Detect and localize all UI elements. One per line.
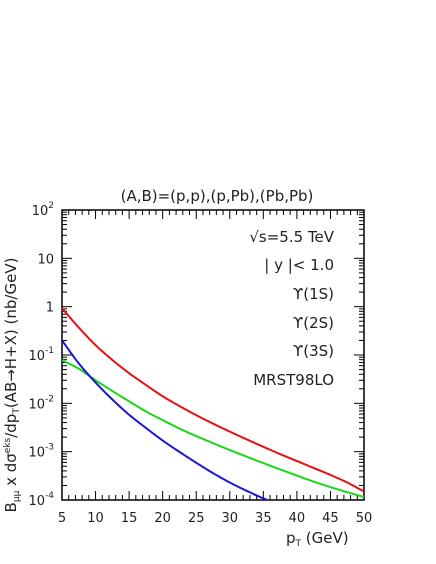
- legend-upsilon-2s: ϒ(2S): [293, 314, 334, 332]
- x-tick-label: 5: [58, 511, 66, 526]
- y-tick-exponent: -3: [45, 443, 54, 453]
- x-tick-label: 15: [121, 511, 138, 526]
- y-tick-label: 10: [37, 252, 54, 267]
- y-tick-base: 10: [28, 446, 45, 461]
- x-tick-label: 50: [356, 511, 373, 526]
- x-axis-label: pT (GeV): [286, 529, 349, 549]
- series-layer: [62, 307, 364, 500]
- x-tick-label: 25: [188, 511, 205, 526]
- annotation-rapidity: | y |< 1.0: [264, 256, 334, 274]
- y-tick-label: 102: [32, 201, 54, 219]
- x-tick-label: 35: [255, 511, 272, 526]
- y-tick-base: 10: [28, 494, 45, 509]
- y-axis-label: Bμμ x dσeks/dpT(AB→H+X) (nb/GeV): [2, 258, 22, 513]
- series-line-1: [62, 307, 364, 493]
- x-axis-label-unit: (GeV): [301, 529, 349, 547]
- plot-area: [61, 209, 365, 501]
- y-tick-exponent: -2: [45, 394, 54, 404]
- legend-upsilon-1s: ϒ(1S): [293, 285, 334, 303]
- y-tick-exponent: -4: [45, 491, 54, 501]
- x-axis-label-p: p: [286, 529, 296, 547]
- axis-ticks: [61, 209, 365, 501]
- x-axis-label-sub: T: [295, 539, 302, 549]
- annotation-pdf-set: MRST98LO: [253, 371, 334, 389]
- y-axis-label-group: Bμμ x dσeks/dpT(AB→H+X) (nb/GeV): [2, 258, 22, 513]
- x-tick-label: 30: [222, 511, 239, 526]
- y-tick-exponent: 2: [48, 201, 54, 211]
- y-tick-label: 10-3: [28, 443, 54, 461]
- y-tick-base: 10: [37, 252, 54, 267]
- chart-title: (A,B)=(p,p),(p,Pb),(Pb,Pb): [121, 187, 314, 205]
- y-tick-base: 10: [28, 349, 45, 364]
- x-tick-label: 10: [87, 511, 104, 526]
- y-tick-label: 10-1: [28, 346, 54, 364]
- y-tick-label: 10-2: [28, 394, 54, 412]
- x-tick-labels: 5 10 15 20 25 30 35 40 45 50: [58, 511, 372, 526]
- series-line-3: [62, 339, 270, 500]
- y-tick-base: 1: [46, 301, 54, 316]
- annotation-energy: √s=5.5 TeV: [249, 228, 334, 246]
- x-tick-label: 20: [154, 511, 171, 526]
- x-tick-label: 40: [289, 511, 306, 526]
- y-tick-exponent: -1: [45, 346, 54, 356]
- x-tick-label: 45: [322, 511, 339, 526]
- y-tick-label: 10-4: [28, 491, 54, 509]
- series-line-2: [62, 359, 364, 499]
- y-tick-base: 10: [28, 397, 45, 412]
- legend-upsilon-3s: ϒ(3S): [293, 342, 334, 360]
- y-tick-label: 1: [46, 301, 54, 316]
- y-tick-base: 10: [32, 204, 49, 219]
